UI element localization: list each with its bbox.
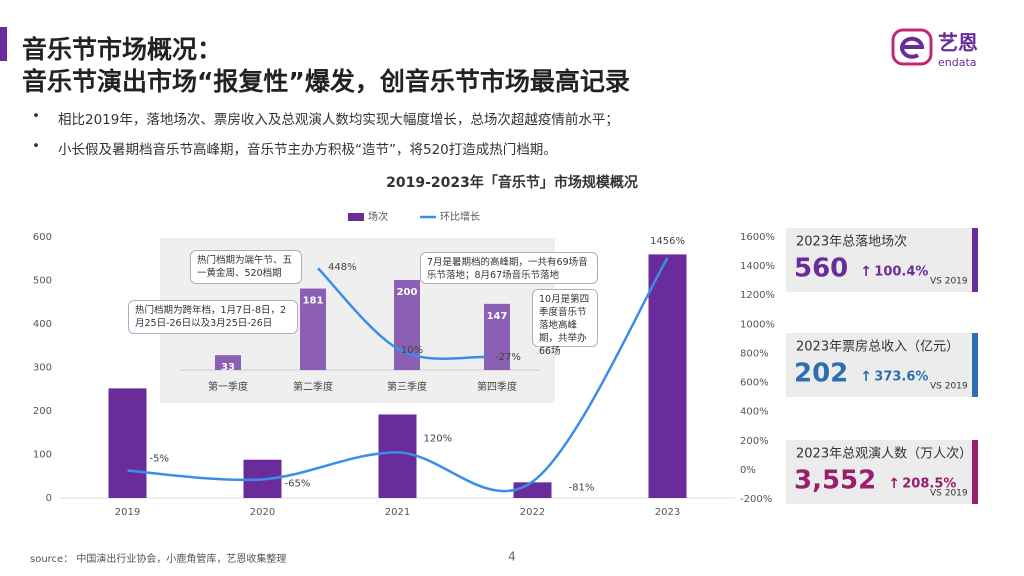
data-label: -65% <box>285 478 311 489</box>
y2-tick-label: 0% <box>740 465 756 476</box>
card-value: 560 <box>794 254 848 284</box>
x-tick-label: 第三季度 <box>387 380 427 393</box>
card-accent <box>972 440 978 504</box>
card-arrow: ↑ <box>860 369 872 385</box>
y2-tick-label: 1600% <box>740 232 775 243</box>
y2-tick-label: 800% <box>740 348 769 359</box>
card-compare: VS 2019 <box>930 277 968 287</box>
source: source： 中国演出行业协会，小鹿角管库，艺恩收集整理 <box>30 554 287 565</box>
bar <box>484 303 510 370</box>
page-number: 4 <box>508 550 516 564</box>
annotation: 热门档期为跨年档，1月7日-8日，2月25日-26日以及3月25日-26日 <box>128 300 298 334</box>
card-compare: VS 2019 <box>930 489 968 499</box>
card-label: 2023年票房总收入（亿元） <box>796 339 959 355</box>
y-tick-label: 200 <box>33 406 52 417</box>
logo: 艺恩 endata <box>891 28 978 69</box>
x-tick-label: 第二季度 <box>293 380 333 393</box>
card-accent <box>972 228 978 292</box>
data-label: 200 <box>397 287 418 298</box>
y-tick-label: 300 <box>33 363 52 374</box>
data-label: -5% <box>150 454 169 465</box>
card-arrow: ↑ <box>860 264 872 280</box>
card-compare: VS 2019 <box>930 382 968 392</box>
card-value: 202 <box>794 359 848 389</box>
title-line2: 音乐节演出市场“报复性”爆发，创音乐节市场最高记录 <box>22 67 630 96</box>
line <box>127 257 669 493</box>
data-label: -27% <box>495 352 521 363</box>
y2-tick-label: 1400% <box>740 261 775 272</box>
y-tick-label: 0 <box>46 493 52 504</box>
x-tick-label: 第四季度 <box>477 380 517 393</box>
x-tick-label: 2020 <box>250 507 275 518</box>
legend-label: 场次 <box>368 210 388 223</box>
x-tick-label: 2019 <box>115 507 140 518</box>
bar <box>108 388 147 498</box>
card <box>786 440 978 504</box>
line <box>317 267 486 360</box>
bullet: 小长假及暑期档音乐节高峰期，音乐节主办方积极“造节”，将520打造成热门档期。 <box>32 138 557 158</box>
data-label: 1456% <box>650 236 685 247</box>
card-change: 100.4% <box>874 265 928 280</box>
bar <box>648 254 687 498</box>
bar <box>300 288 326 370</box>
annotation: 7月是暑期档的高峰期，一共有69场音乐节落地；8月67场音乐节落地 <box>420 252 598 284</box>
logo-text: 艺恩 <box>938 31 978 55</box>
y2-tick-label: 1000% <box>740 319 775 330</box>
card <box>786 333 978 397</box>
y2-tick-label: 400% <box>740 407 769 418</box>
annotation: 10月是第四季度音乐节落地高峰期，共举办66场 <box>532 289 598 357</box>
y-tick-label: 100 <box>33 450 52 461</box>
data-label: 33 <box>221 362 235 373</box>
bar <box>513 482 552 498</box>
y2-tick-label: -200% <box>740 494 772 505</box>
chart-title: 2019-2023年「音乐节」市场规模概况 <box>386 174 638 191</box>
card-label: 2023年总落地场次 <box>796 234 907 250</box>
card-change: 373.6% <box>874 370 928 385</box>
bar <box>215 355 241 370</box>
logo-sub: endata <box>938 56 977 69</box>
card-label: 2023年总观演人数（万人次） <box>796 446 972 462</box>
card-value: 3,552 <box>794 466 876 496</box>
y2-tick-label: 1200% <box>740 290 775 301</box>
legend-label: 环比增长 <box>440 210 480 223</box>
title-accent <box>0 27 7 61</box>
data-label: 147 <box>487 311 508 322</box>
bar <box>378 414 417 498</box>
annotation: 热门档期为端午节、五一黄金周、520档期 <box>190 250 302 284</box>
card-arrow: ↑ <box>888 476 900 492</box>
bullet: 相比2019年，落地场次、票房收入及总观演人数均实现大幅度增长，总场次超越疫情前… <box>32 108 619 128</box>
data-label: 10% <box>401 345 423 356</box>
card-accent <box>972 333 978 397</box>
legend-swatch <box>348 213 364 221</box>
y-tick-label: 500 <box>33 276 52 287</box>
title-line1: 音乐节市场概况： <box>22 35 223 64</box>
y-tick-label: 600 <box>33 232 52 243</box>
data-label: 120% <box>424 433 453 444</box>
x-tick-label: 2021 <box>385 507 410 518</box>
data-label: 448% <box>328 262 357 273</box>
card-change: 208.5% <box>902 477 956 492</box>
y2-tick-label: 200% <box>740 436 769 447</box>
x-tick-label: 2022 <box>520 507 545 518</box>
x-tick-label: 第一季度 <box>208 380 248 393</box>
y2-tick-label: 600% <box>740 378 769 389</box>
data-label: -81% <box>569 483 595 494</box>
x-tick-label: 2023 <box>655 507 680 518</box>
card <box>786 228 978 292</box>
data-label: 181 <box>303 296 324 307</box>
y-tick-label: 400 <box>33 319 52 330</box>
